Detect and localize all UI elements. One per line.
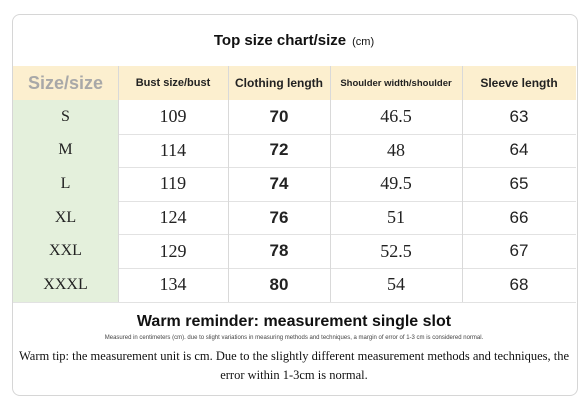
column-header: Shoulder width/shoulder [340,77,452,89]
row-divider [118,268,576,269]
measurement: 119 [159,173,187,194]
measurement: 68 [509,274,529,294]
measurement: 66 [509,207,529,227]
fine-print: Measured in centimeters (cm). due to sli… [104,335,484,341]
column-header: Clothing length [235,76,323,90]
size-label: M [58,141,73,159]
measurement: 67 [509,241,529,261]
measurement: 54 [387,274,405,295]
header-bg [13,66,576,100]
measurement: 52.5 [380,240,412,261]
row-divider [118,234,576,236]
measurement: 72 [269,140,289,160]
measurement: 48 [387,139,405,160]
measurement: 74 [269,173,289,193]
title: Top size chart/size [213,32,347,49]
column-header: Size/size [27,72,104,93]
measurement: 109 [159,106,187,127]
measurement: 129 [159,240,187,261]
measurement: 51 [387,207,405,228]
size-col-bg [13,100,118,302]
column-divider [462,66,463,302]
row-divider [118,133,576,135]
measurement: 64 [509,140,529,160]
table-bottom [13,301,576,303]
measurement: 114 [159,139,187,160]
column-header: Sleeve length [480,76,558,90]
size-label: S [61,107,70,125]
measurement: 49.5 [380,173,412,194]
size-label: XL [54,208,77,226]
unit: (cm) [352,36,375,48]
measurement: 65 [509,173,529,193]
size-label: XXXL [43,275,88,293]
measurement: 124 [159,207,187,228]
reminder-heading: Warm reminder: measurement single slot [136,313,452,330]
measurement: 63 [509,106,529,126]
frame [12,14,578,396]
column-header: Bust size/bust [135,77,211,89]
measurement: 76 [269,207,289,227]
measurement: 78 [269,241,289,261]
measurement: 70 [269,106,289,126]
size-label: L [60,174,71,192]
column-divider [118,66,119,302]
measurement: 134 [159,274,187,295]
title-row: Top size chart/size (cm) [0,32,588,49]
size-label: XXL [49,242,82,260]
tip: Warm tip: the measurement unit is cm. Du… [18,349,569,382]
column-divider [330,66,331,302]
measurement: 80 [269,274,289,294]
measurement: 46.5 [380,106,412,127]
row-divider [118,200,576,202]
column-divider [228,66,229,302]
row-divider [118,167,576,169]
